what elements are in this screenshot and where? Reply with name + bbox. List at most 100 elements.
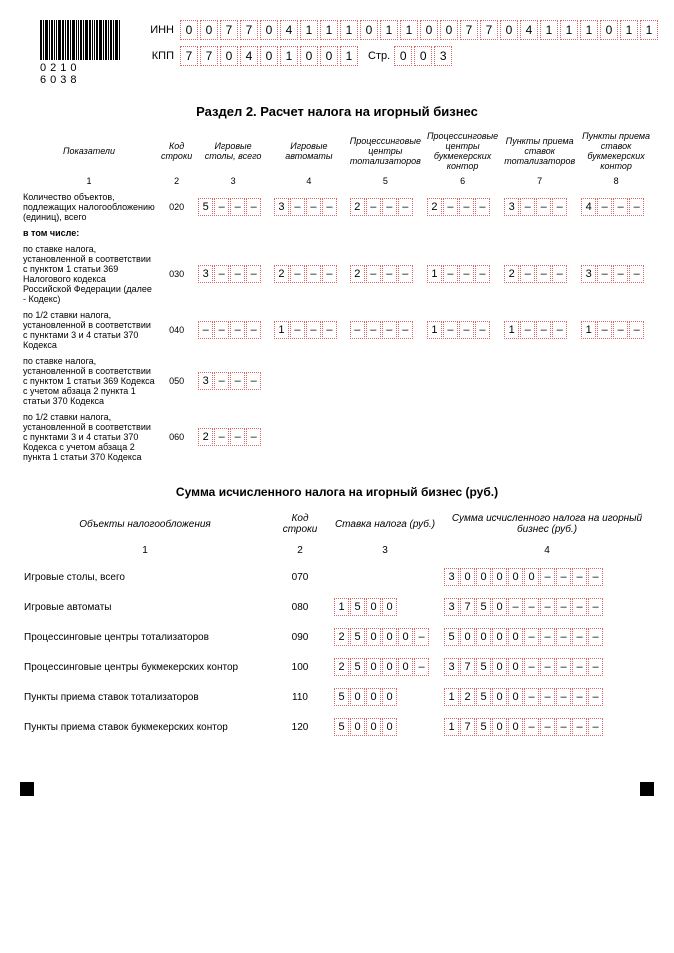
cell: 1 [340,20,358,40]
cell: 7 [460,598,475,616]
t1-code: 060 [158,409,195,465]
cell: – [588,658,603,676]
cell: – [214,372,229,390]
t2-row-label: Процессинговые центры тотализаторов [20,622,270,652]
cell: 3 [198,372,213,390]
cell: 0 [460,628,475,646]
cell: – [588,628,603,646]
cell: – [230,265,245,283]
t1-data: 1––– [424,307,501,353]
cell: – [443,198,458,216]
cell: – [443,265,458,283]
cell: – [459,321,474,339]
header-row: 0210 6038 ИНН007704111011 007704111011 К… [20,20,654,86]
cell: 1 [300,20,318,40]
cell: 2 [334,658,349,676]
cell: 2 [350,265,365,283]
cell: – [214,198,229,216]
cell: 0 [366,658,381,676]
cell: 3 [444,598,459,616]
cell: – [572,718,587,736]
cell: 0 [366,628,381,646]
t2-row-label: Пункты приема ставок тотализаторов [20,682,270,712]
cell: – [382,321,397,339]
table-1: ПоказателиКод строкиИгровые столы, всего… [20,129,654,465]
cell: 0 [440,20,458,40]
t2-colnum: 4 [440,539,654,562]
cell: – [572,658,587,676]
cell: – [475,321,490,339]
cell: – [572,688,587,706]
cell: 5 [334,688,349,706]
t2-rate: 5000 [330,712,440,742]
bottom-right-marker [640,782,654,796]
t1-colnum: 7 [501,173,578,189]
cell: – [230,198,245,216]
cell: 1 [504,321,519,339]
cell: – [508,598,523,616]
cell: 5 [476,688,491,706]
cell: – [588,718,603,736]
barcode-block: 0210 6038 [40,20,120,86]
cell: 0 [508,658,523,676]
cell: – [629,321,644,339]
cell: 0 [260,46,278,66]
cell: 5 [444,628,459,646]
t1-colnum: 6 [424,173,501,189]
t2-code: 090 [270,622,330,652]
t2-colnum: 2 [270,539,330,562]
t2-code: 100 [270,652,330,682]
cell: – [524,658,539,676]
bottom-left-marker [20,782,34,796]
cell: 0 [382,688,397,706]
cell: – [524,688,539,706]
t1-row-label: Количество объектов, подлежащих налогооб… [20,189,158,225]
t1-data [578,409,654,465]
cell: – [459,265,474,283]
cell: – [475,198,490,216]
t1-code: 040 [158,307,195,353]
t1-row-label: по ставке налога, установленной в соотве… [20,241,158,307]
cell: 1 [320,20,338,40]
cell: – [613,265,628,283]
cell: 0 [508,718,523,736]
cell: 0 [492,718,507,736]
page-cells: 003 [394,46,454,66]
cell: – [214,428,229,446]
cell: 1 [334,598,349,616]
cell: 0 [300,46,318,66]
cell: – [414,658,429,676]
t2-code: 110 [270,682,330,712]
cell: 7 [180,46,198,66]
inn-label: ИНН [140,24,174,36]
cell: 7 [460,20,478,40]
t1-code [158,225,195,241]
t1-data [501,409,578,465]
cell: – [524,598,539,616]
cell: – [366,321,381,339]
cell: – [520,321,535,339]
cell: 0 [320,46,338,66]
t1-data: 3––– [501,189,578,225]
cell: 1 [620,20,638,40]
t1-code: 030 [158,241,195,307]
cell: 0 [382,598,397,616]
cell: 4 [240,46,258,66]
cell: 5 [350,598,365,616]
kpp-cells: 770401001 [180,46,360,66]
t2-sum: 12500––––– [440,682,654,712]
cell: – [540,688,555,706]
cell: 5 [350,658,365,676]
cell: 0 [366,598,381,616]
cell: – [597,321,612,339]
cell: – [382,198,397,216]
t1-data: –––– [195,307,271,353]
t2-code: 070 [270,562,330,592]
cell: – [290,321,305,339]
cell: 0 [398,628,413,646]
cell: – [475,265,490,283]
cell: 2 [198,428,213,446]
cell: – [246,198,261,216]
cell: 2 [427,198,442,216]
cell: – [552,265,567,283]
